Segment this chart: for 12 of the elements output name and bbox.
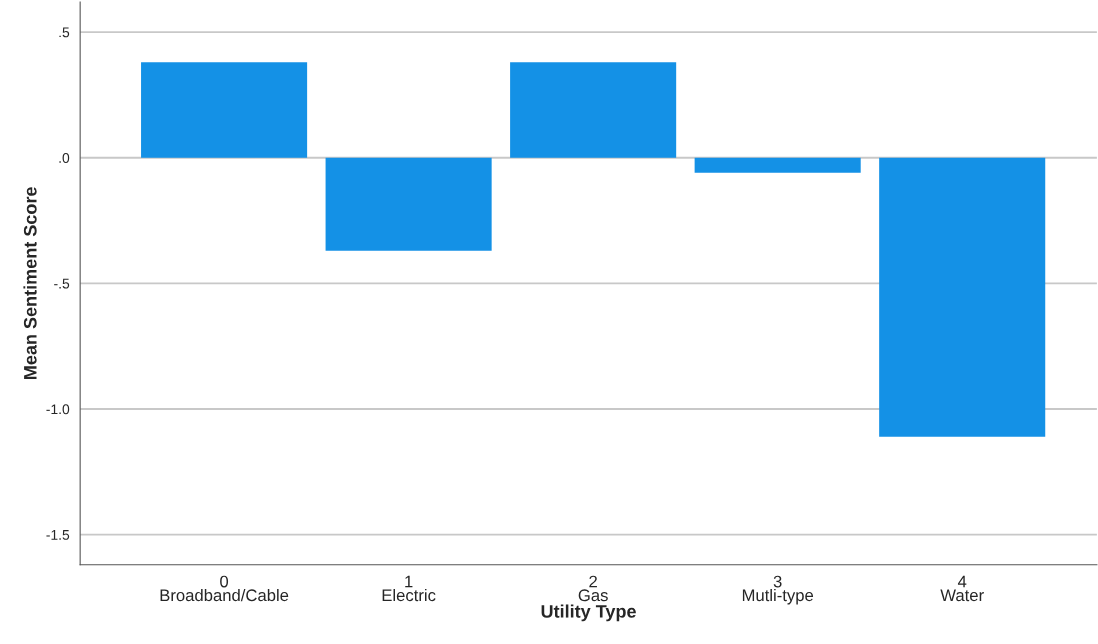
y-tick-label: -1.5 — [46, 530, 70, 540]
x-tick-label: 1 Electric — [382, 575, 436, 602]
x-tick-label: 3 Mutli-type — [742, 575, 814, 605]
y-tick-label: .0 — [59, 153, 70, 163]
x-axis-title: Utility Type — [541, 604, 636, 622]
y-axis-title: Mean Sentiment Score — [23, 187, 37, 379]
y-tick-label: -.5 — [54, 278, 70, 289]
x-tick-label: 4 Water — [940, 575, 984, 602]
x-tick-label: 0 Broadband/Cable — [160, 575, 289, 602]
y-tick-label: .5 — [59, 27, 70, 38]
y-tick-label: -1.0 — [46, 404, 70, 415]
x-tick-label: 2 Gas — [578, 575, 608, 602]
